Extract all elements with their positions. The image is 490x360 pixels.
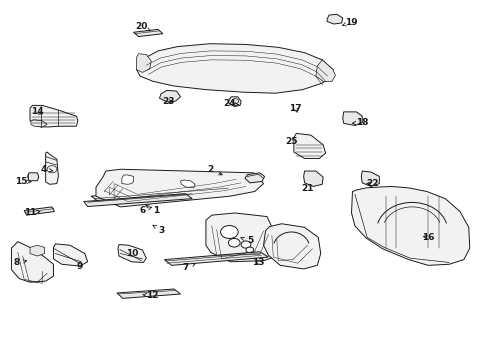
- Polygon shape: [134, 30, 163, 37]
- Polygon shape: [351, 186, 470, 265]
- Polygon shape: [228, 97, 241, 107]
- Text: 16: 16: [422, 233, 435, 242]
- Text: 4: 4: [41, 165, 53, 174]
- Text: 19: 19: [343, 18, 358, 27]
- Polygon shape: [53, 244, 88, 266]
- Polygon shape: [31, 120, 47, 127]
- Polygon shape: [206, 213, 277, 262]
- Polygon shape: [316, 60, 335, 81]
- Text: 12: 12: [143, 291, 158, 300]
- Polygon shape: [327, 14, 343, 24]
- Polygon shape: [84, 194, 192, 207]
- Text: 11: 11: [24, 208, 40, 217]
- Polygon shape: [118, 244, 147, 262]
- Text: 5: 5: [241, 237, 253, 246]
- Text: 17: 17: [289, 104, 302, 113]
- Text: 14: 14: [31, 107, 44, 116]
- Polygon shape: [24, 207, 54, 215]
- Text: 13: 13: [252, 258, 265, 267]
- Circle shape: [246, 247, 254, 253]
- Text: 9: 9: [76, 262, 83, 271]
- Text: 20: 20: [135, 22, 150, 31]
- Polygon shape: [264, 224, 321, 269]
- Text: 10: 10: [126, 249, 139, 258]
- Text: 23: 23: [162, 96, 174, 105]
- Polygon shape: [122, 175, 134, 184]
- Text: 1: 1: [146, 205, 159, 215]
- Text: 18: 18: [352, 118, 368, 127]
- Polygon shape: [27, 173, 39, 181]
- Text: 7: 7: [182, 264, 196, 273]
- Text: 8: 8: [14, 258, 26, 267]
- Polygon shape: [117, 289, 180, 298]
- Text: 25: 25: [285, 137, 297, 146]
- Text: 15: 15: [16, 177, 31, 186]
- Polygon shape: [96, 169, 264, 207]
- Text: 21: 21: [301, 184, 314, 193]
- Polygon shape: [343, 112, 362, 126]
- Polygon shape: [245, 173, 265, 183]
- Polygon shape: [159, 90, 180, 102]
- Text: 3: 3: [153, 225, 165, 235]
- Text: 22: 22: [366, 179, 378, 188]
- Polygon shape: [294, 134, 326, 158]
- Polygon shape: [30, 245, 45, 256]
- Text: 24: 24: [223, 99, 239, 108]
- Circle shape: [228, 238, 240, 247]
- Polygon shape: [304, 171, 323, 186]
- Circle shape: [241, 241, 251, 248]
- Text: 6: 6: [139, 206, 151, 215]
- Polygon shape: [164, 252, 269, 265]
- Text: 2: 2: [208, 165, 222, 175]
- Polygon shape: [137, 44, 333, 93]
- Polygon shape: [46, 152, 58, 184]
- Polygon shape: [137, 54, 151, 72]
- Polygon shape: [361, 171, 379, 186]
- Polygon shape: [30, 105, 78, 127]
- Polygon shape: [91, 185, 233, 202]
- Polygon shape: [11, 242, 53, 282]
- Polygon shape: [180, 180, 195, 188]
- Circle shape: [220, 226, 238, 238]
